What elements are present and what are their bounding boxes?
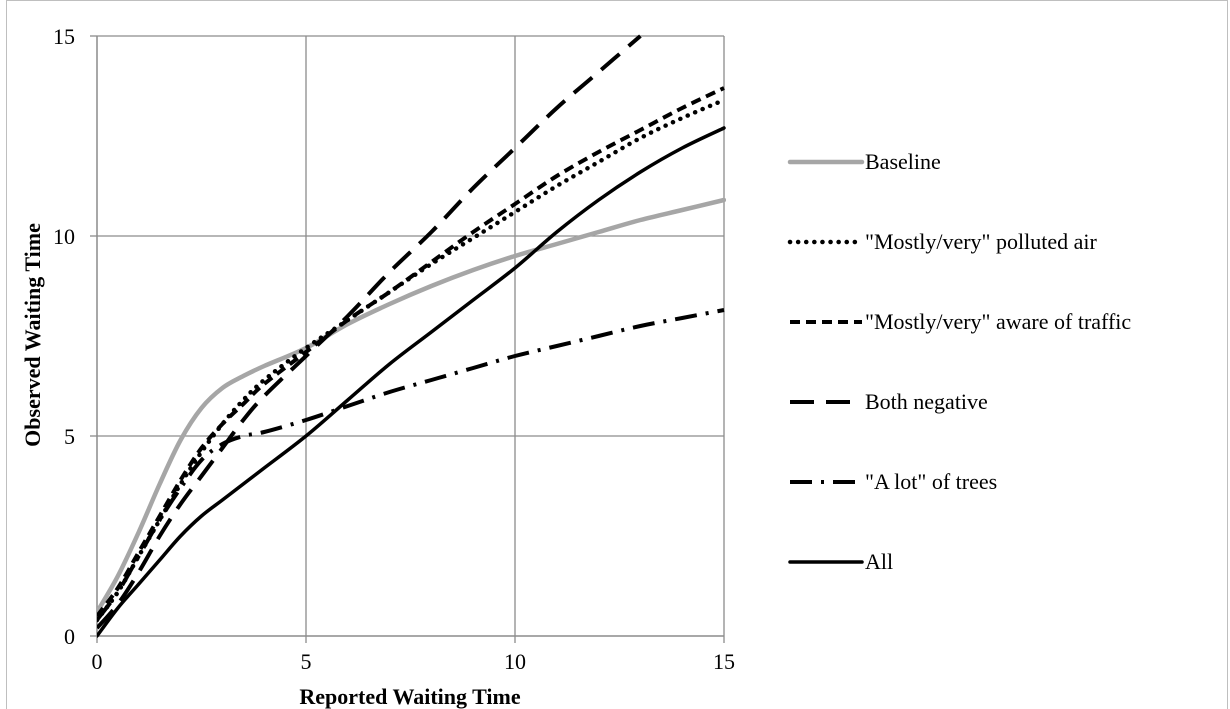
x-tick-label: 15 (713, 649, 735, 674)
legend-label-1: Baseline (865, 149, 941, 174)
legend-label-3: "Mostly/very" aware of traffic (865, 309, 1131, 334)
series-line-1 (97, 197, 726, 615)
x-tick-label: 10 (504, 649, 526, 674)
legend: Baseline "Mostly/very" polluted air "Mostl… (787, 149, 1131, 574)
x-tick-label: 5 (301, 649, 312, 674)
grid (97, 35, 725, 636)
y-tick-label: 10 (53, 224, 75, 249)
series-line-5 (97, 308, 725, 622)
y-tick-label: 15 (53, 24, 75, 49)
y-tick-label: 5 (64, 424, 75, 449)
legend-label-2: "Mostly/very" polluted air (865, 229, 1097, 254)
x-tick-label: 0 (92, 649, 103, 674)
legend-label-5: "A lot" of trees (865, 469, 997, 494)
series-line-3 (97, 86, 725, 618)
y-tick-label: 0 (64, 624, 75, 649)
tick-labels: 0 5 10 15 0 5 10 15 (53, 24, 735, 674)
legend-label-6: All (865, 549, 893, 574)
legend-label-4: Both negative (865, 389, 988, 414)
series-lines (97, 34, 726, 638)
x-axis-title: Reported Waiting Time (299, 684, 520, 709)
series-line-6 (97, 126, 726, 638)
y-axis-title: Observed Waiting Time (20, 223, 45, 447)
axes (90, 35, 725, 643)
series-line-4 (97, 34, 642, 630)
chart-frame (6, 0, 1228, 709)
